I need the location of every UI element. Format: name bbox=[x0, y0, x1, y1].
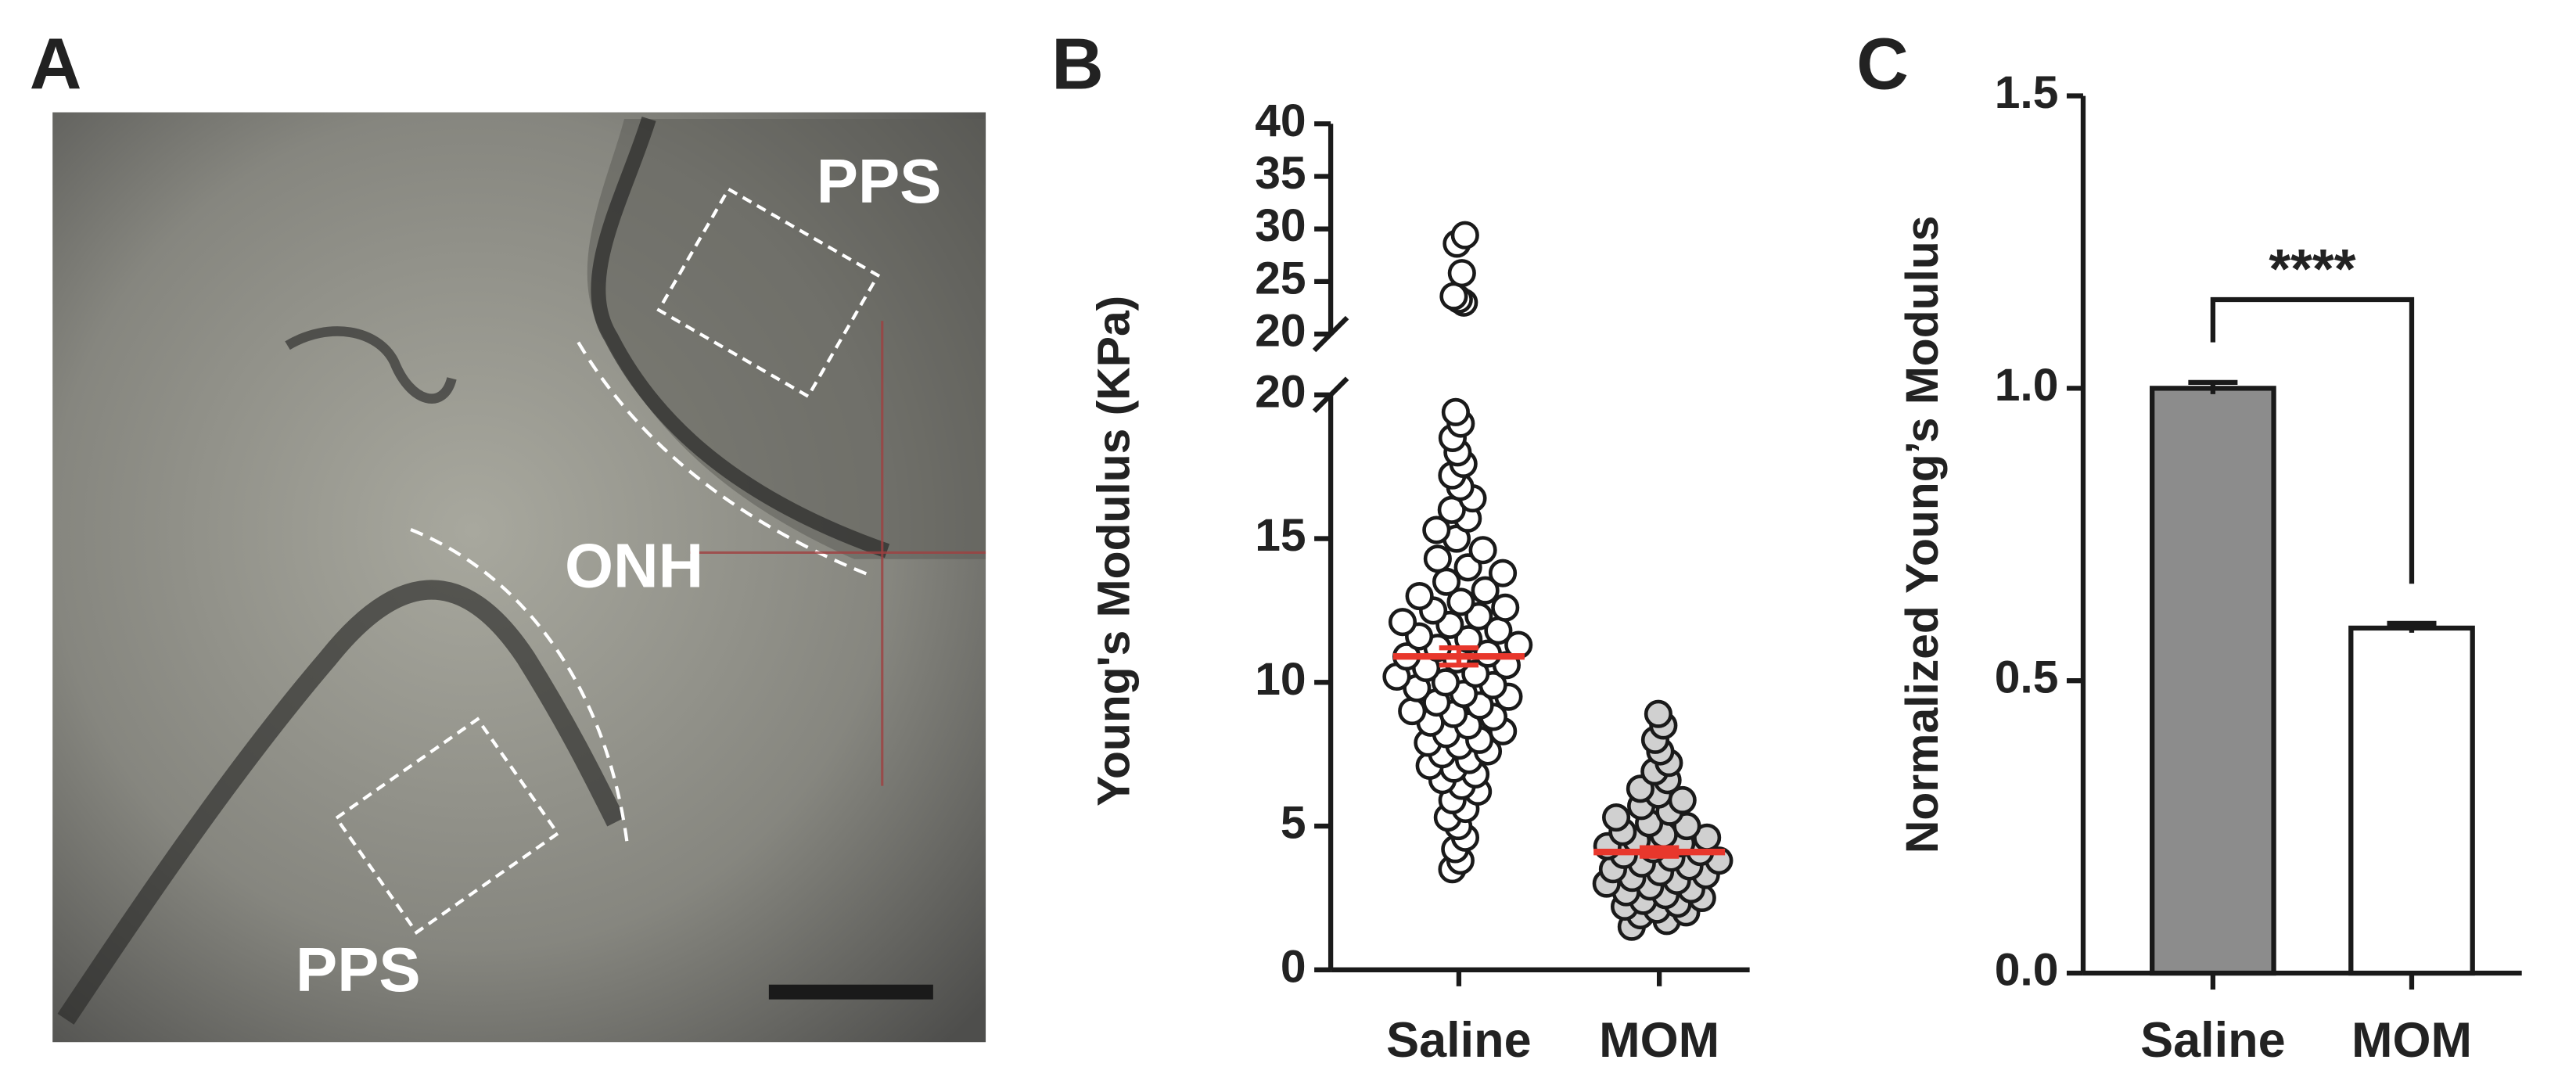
roi-box bbox=[334, 717, 560, 935]
boundary-curve bbox=[410, 528, 630, 847]
error-bar bbox=[2188, 379, 2238, 394]
error-bar bbox=[1439, 645, 1479, 668]
boundary-curve bbox=[577, 341, 871, 577]
x-tick-label: MOM bbox=[1599, 1013, 1719, 1068]
y-tick-label: 40 bbox=[1255, 95, 1306, 146]
panel-label: C bbox=[1856, 23, 1909, 104]
significance-label: **** bbox=[2269, 238, 2355, 300]
y-tick-label: 20 bbox=[1255, 366, 1306, 417]
y-axis-label: Young's Modulus (KPa) bbox=[1089, 296, 1140, 806]
bar bbox=[2348, 625, 2475, 976]
y-tick-label: 20 bbox=[1255, 306, 1306, 357]
data-point bbox=[1446, 587, 1475, 616]
y-tick-label: 30 bbox=[1255, 200, 1306, 251]
y-tick-label: 5 bbox=[1281, 798, 1306, 849]
error-bar bbox=[2387, 620, 2437, 633]
micrograph bbox=[52, 112, 986, 1043]
tissue-edge bbox=[57, 580, 625, 1025]
data-point bbox=[1432, 567, 1461, 596]
scale-bar bbox=[768, 984, 933, 1000]
y-tick-label: 1.0 bbox=[1995, 360, 2059, 411]
data-point bbox=[1398, 697, 1427, 726]
data-point bbox=[1602, 803, 1631, 832]
data-point bbox=[1468, 536, 1497, 565]
data-point bbox=[1488, 559, 1518, 587]
data-point bbox=[1491, 593, 1520, 622]
y-tick-label: 0 bbox=[1281, 941, 1306, 992]
y-tick-label: 10 bbox=[1255, 654, 1306, 705]
axis-break bbox=[1312, 376, 1349, 414]
data-point bbox=[1431, 668, 1460, 697]
bar bbox=[2150, 386, 2276, 976]
data-point bbox=[1447, 259, 1476, 288]
y-tick-label: 35 bbox=[1255, 148, 1306, 199]
data-point bbox=[1464, 602, 1493, 630]
y-axis-label: Normalized Young’s Modulus bbox=[1897, 216, 1948, 854]
data-point bbox=[1471, 576, 1500, 605]
roi-box bbox=[656, 186, 881, 399]
y-tick-label: 0.5 bbox=[1995, 652, 2059, 703]
error-bar bbox=[1639, 845, 1680, 859]
tissue-fold bbox=[285, 326, 457, 404]
x-tick-label: MOM bbox=[2351, 1013, 2472, 1068]
x-tick-label: Saline bbox=[2140, 1013, 2286, 1068]
annotation: PPS bbox=[817, 146, 942, 216]
data-point bbox=[1422, 515, 1451, 544]
data-point bbox=[1450, 221, 1479, 250]
annotation: ONH bbox=[565, 531, 703, 601]
panel-label: A bbox=[30, 23, 82, 104]
data-point bbox=[1439, 282, 1468, 311]
tissue-shadow bbox=[587, 118, 986, 559]
y-tick-label: 15 bbox=[1255, 510, 1306, 561]
axis-break bbox=[1312, 315, 1349, 353]
y-tick-label: 25 bbox=[1255, 253, 1306, 304]
data-point bbox=[1423, 544, 1452, 573]
data-point bbox=[1441, 397, 1470, 426]
y-tick-label: 1.5 bbox=[1995, 67, 2059, 118]
annotation: PPS bbox=[296, 935, 421, 1004]
panel-label: B bbox=[1051, 23, 1104, 104]
data-point bbox=[1644, 699, 1672, 728]
data-point bbox=[1405, 581, 1434, 611]
x-tick-label: Saline bbox=[1386, 1013, 1532, 1068]
y-tick-label: 0.0 bbox=[1995, 945, 2059, 996]
significance-bracket bbox=[2210, 296, 2415, 584]
tissue-edge bbox=[591, 117, 890, 559]
data-point bbox=[1388, 608, 1417, 637]
